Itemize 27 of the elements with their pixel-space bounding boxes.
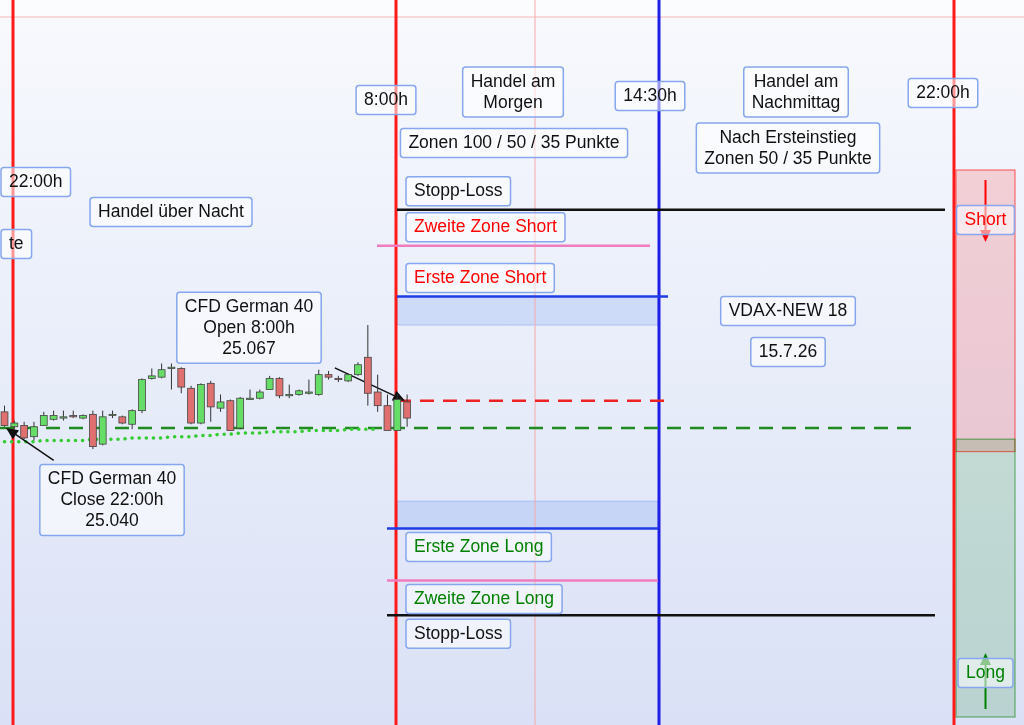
- ref-line-label: Zweite Zone Long: [414, 588, 555, 609]
- band-label: Long: [966, 662, 1005, 682]
- text: Zonen 100 / 50 / 35 Punkte: [408, 132, 620, 152]
- text: 14:30h: [623, 85, 677, 105]
- candlestick: [30, 421, 38, 441]
- text: Handel am Nachmittag: [751, 70, 841, 112]
- ref-line-label: Erste Zone Short: [413, 267, 547, 288]
- text: 22:00h: [9, 171, 63, 191]
- ref-line-label: Stopp-Loss: [414, 180, 503, 201]
- candlestick: [403, 394, 411, 428]
- candlestick: [246, 389, 254, 400]
- candlestick: [305, 379, 313, 396]
- text: Handel über Nacht: [98, 201, 245, 221]
- text: te: [8, 233, 24, 253]
- text: Nach Ersteinstieg Zonen 50 / 35 Punkte: [704, 126, 872, 168]
- text: 8:00h: [364, 89, 408, 109]
- candlestick: [128, 408, 136, 430]
- ref-line-label: Stopp-Loss: [414, 622, 503, 643]
- annotation: CFD German 40 Open 8:00h 25.067: [184, 295, 314, 358]
- annotation: CFD German 40 Close 22:00h 25.040: [47, 468, 177, 530]
- text: VDAX-NEW 18: [728, 300, 848, 320]
- text: Handel am Morgen: [470, 70, 556, 112]
- band-label: Short: [964, 209, 1007, 229]
- ref-line-label: Erste Zone Long: [414, 535, 544, 556]
- annotation: 15.7.26: [758, 341, 818, 361]
- ref-line-label: Zweite Zone Short: [414, 216, 558, 237]
- text: 22:00h: [916, 82, 970, 102]
